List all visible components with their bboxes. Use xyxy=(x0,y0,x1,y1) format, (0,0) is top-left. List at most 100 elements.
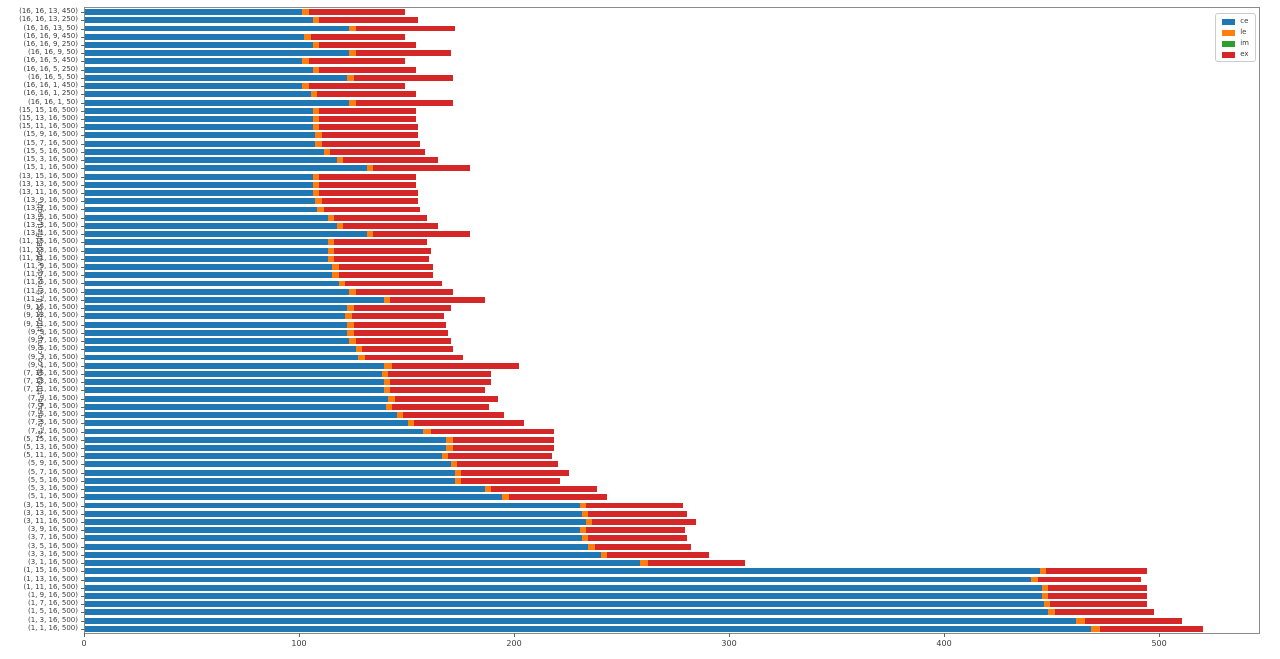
bar-row: (16, 16, 9, 50) xyxy=(28,49,1259,57)
y-tick xyxy=(81,439,85,441)
y-tick xyxy=(81,61,85,63)
x-tick xyxy=(1159,633,1161,637)
bar-row: (1, 1, 16, 500) xyxy=(28,625,1259,633)
bar-segment-ce xyxy=(85,190,313,196)
bar-segment-ex xyxy=(388,370,492,377)
bar-row: (3, 15, 16, 500) xyxy=(24,501,1259,509)
bar-segment-ce xyxy=(85,99,350,106)
bar-segment-le xyxy=(1091,625,1100,632)
x-tick xyxy=(299,633,301,637)
bar-segment-le xyxy=(386,403,393,410)
bar-segment-le xyxy=(407,420,414,427)
bar-row: (11, 7, 16, 500) xyxy=(24,271,1259,279)
bar-segment-ce xyxy=(85,601,1044,608)
y-tick-label: (3, 3, 16, 500) xyxy=(28,550,78,559)
bar-segment-ce xyxy=(85,206,318,213)
bar-segment-le xyxy=(312,173,320,180)
y-tick xyxy=(81,431,85,433)
y-tick-label: (15, 9, 16, 500) xyxy=(23,130,78,139)
y-tick xyxy=(81,53,85,55)
bar-row: (1, 9, 16, 500) xyxy=(28,592,1259,600)
bar-segment-ce xyxy=(85,453,442,460)
bar-segment-ex xyxy=(456,461,559,468)
bar-segment-le xyxy=(446,436,453,443)
y-tick xyxy=(81,160,85,162)
bar-segment-ex xyxy=(334,214,427,221)
y-tick xyxy=(81,225,85,227)
bar-row: (11, 9, 16, 500) xyxy=(24,263,1259,271)
bar-segment-le xyxy=(347,305,354,312)
bar-row: (9, 7, 16, 500) xyxy=(28,337,1259,345)
bar-segment-le xyxy=(336,222,343,229)
y-tick xyxy=(81,119,85,121)
bar-segment-le xyxy=(581,510,589,517)
bar-row: (16, 16, 5, 450) xyxy=(24,57,1259,65)
bar-segment-le xyxy=(336,157,343,164)
y-tick-label: (16, 16, 1, 450) xyxy=(23,81,78,90)
y-tick-label: (5, 11, 16, 500) xyxy=(23,451,78,460)
bar-row: (15, 7, 16, 500) xyxy=(24,139,1259,148)
bar-segment-le xyxy=(323,148,331,155)
bar-segment-ce xyxy=(85,91,311,98)
y-tick xyxy=(81,530,85,532)
bar-row: (13, 5, 16, 500) xyxy=(24,213,1259,222)
bar-segment-ce xyxy=(85,568,1040,575)
bar-segment-ex xyxy=(355,338,451,344)
bar-row: (15, 3, 16, 500) xyxy=(24,156,1259,164)
y-tick xyxy=(81,94,85,96)
bar-row: (5, 7, 16, 500) xyxy=(28,468,1259,477)
y-tick-label: (15, 1, 16, 500) xyxy=(23,163,78,172)
y-tick-label: (15, 3, 16, 500) xyxy=(23,155,78,164)
y-tick-label: (13, 7, 16, 500) xyxy=(23,204,78,213)
bar-row: (9, 5, 16, 500) xyxy=(28,345,1259,353)
y-tick-label: (7, 9, 16, 500) xyxy=(28,393,78,402)
y-tick-label: (5, 5, 16, 500) xyxy=(28,476,78,485)
y-tick-label: (9, 15, 16, 500) xyxy=(23,303,78,312)
bar-segment-le xyxy=(1039,568,1047,575)
bar-segment-ce xyxy=(85,148,324,155)
bar-row: (3, 11, 16, 500) xyxy=(24,518,1259,526)
bar-segment-le xyxy=(383,296,391,303)
y-tick-label: (16, 16, 1, 50) xyxy=(28,97,78,106)
bar-segment-ex xyxy=(508,494,608,501)
bar-segment-le xyxy=(366,231,374,238)
bar-segment-ce xyxy=(85,510,582,517)
x-tick xyxy=(729,633,731,637)
bar-segment-ce xyxy=(85,461,451,468)
y-tick-label: (13, 9, 16, 500) xyxy=(23,196,78,205)
bar-segment-ce xyxy=(85,58,303,65)
bar-segment-ex xyxy=(413,420,524,427)
bar-segment-ex xyxy=(330,148,425,155)
bar-row: (9, 13, 16, 500) xyxy=(24,312,1259,320)
bar-row: (16, 16, 1, 250) xyxy=(24,90,1259,98)
bar-segment-ce xyxy=(85,338,350,344)
bar-row: (7, 3, 16, 500) xyxy=(28,419,1259,427)
bar-segment-ex xyxy=(319,181,417,188)
bar-segment-le xyxy=(383,379,391,386)
y-tick-label: (16, 16, 13, 450) xyxy=(19,7,78,16)
y-tick xyxy=(81,127,85,129)
bar-segment-ce xyxy=(85,584,1042,591)
bar-segment-ex xyxy=(310,33,406,40)
bar-segment-ex xyxy=(317,91,417,98)
bar-segment-ce xyxy=(85,181,313,188)
bar-row: (3, 5, 16, 500) xyxy=(28,542,1259,551)
bar-segment-ex xyxy=(373,165,470,172)
bar-segment-le xyxy=(441,453,449,460)
bar-segment-le xyxy=(585,519,593,525)
bar-row: (9, 1, 16, 500) xyxy=(28,361,1259,370)
y-tick xyxy=(81,423,85,425)
bar-segment-ce xyxy=(85,17,313,24)
y-tick xyxy=(81,398,85,400)
y-tick xyxy=(81,554,85,556)
bar-segment-le xyxy=(312,42,320,48)
bar-segment-le xyxy=(639,560,649,567)
bar-segment-ex xyxy=(392,362,520,369)
legend-label: im xyxy=(1240,39,1249,47)
y-tick xyxy=(81,489,85,491)
bar-segment-ce xyxy=(85,50,350,57)
y-tick-label: (7, 3, 16, 500) xyxy=(28,418,78,427)
y-tick xyxy=(81,217,85,219)
y-tick-label: (9, 7, 16, 500) xyxy=(28,336,78,345)
y-tick-label: (1, 3, 16, 500) xyxy=(28,615,78,624)
